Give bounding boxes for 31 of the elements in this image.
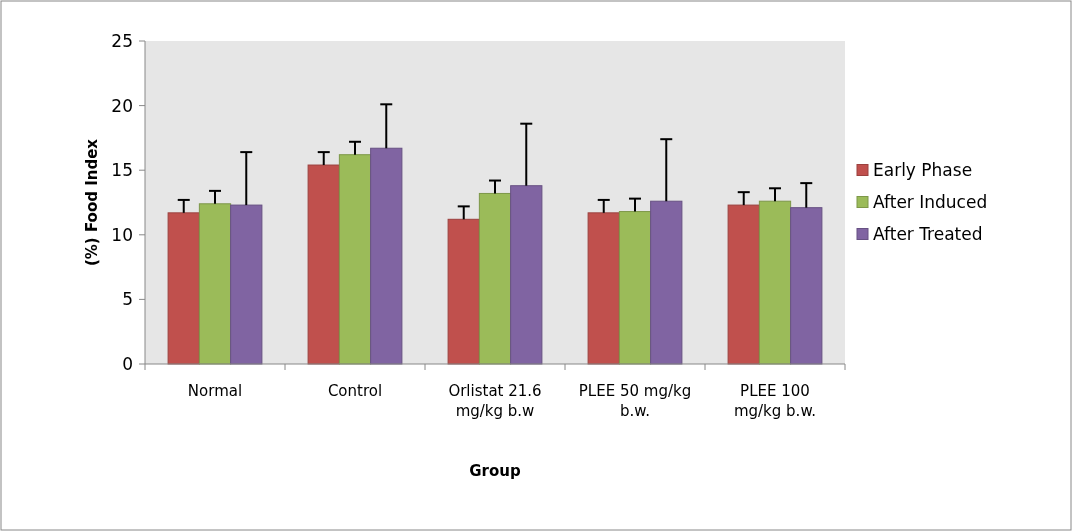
bar — [370, 147, 403, 365]
bar — [587, 212, 620, 365]
y-axis-title: (%) Food Index — [83, 138, 101, 267]
bar — [230, 204, 263, 365]
bar — [447, 218, 480, 365]
bar — [198, 203, 232, 365]
legend-label: After Induced — [873, 192, 988, 213]
x-tick-label: PLEE 100 mg/kg b.w. — [733, 382, 817, 420]
bar — [618, 211, 652, 365]
x-tick-label: PLEE 50 mg/kg b.w. — [578, 382, 692, 420]
bar — [758, 200, 792, 365]
y-tick-label: 10 — [111, 224, 133, 245]
y-tick-label: 15 — [111, 160, 133, 181]
x-tick-label: Orlistat 21.6 mg/kg b.w — [448, 382, 542, 420]
bar — [510, 185, 543, 365]
y-tick-label: 5 — [122, 289, 133, 310]
y-tick-label: 0 — [122, 353, 133, 374]
y-tick-label: 25 — [111, 30, 133, 51]
legend-label: Early Phase — [873, 160, 973, 181]
legend-label: After Treated — [873, 224, 983, 245]
bar — [478, 192, 512, 365]
bar — [338, 154, 372, 365]
x-tick-label: Normal — [187, 382, 243, 400]
bar — [167, 212, 200, 365]
bar — [650, 200, 683, 365]
bar — [790, 207, 823, 365]
x-tick-label: Control — [327, 382, 383, 400]
x-axis-title: Group — [469, 462, 521, 480]
y-tick-label: 20 — [111, 95, 133, 116]
bar — [307, 164, 340, 365]
bar — [727, 204, 760, 365]
